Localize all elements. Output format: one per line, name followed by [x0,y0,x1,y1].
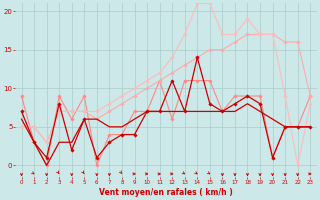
X-axis label: Vent moyen/en rafales ( km/h ): Vent moyen/en rafales ( km/h ) [99,188,233,197]
